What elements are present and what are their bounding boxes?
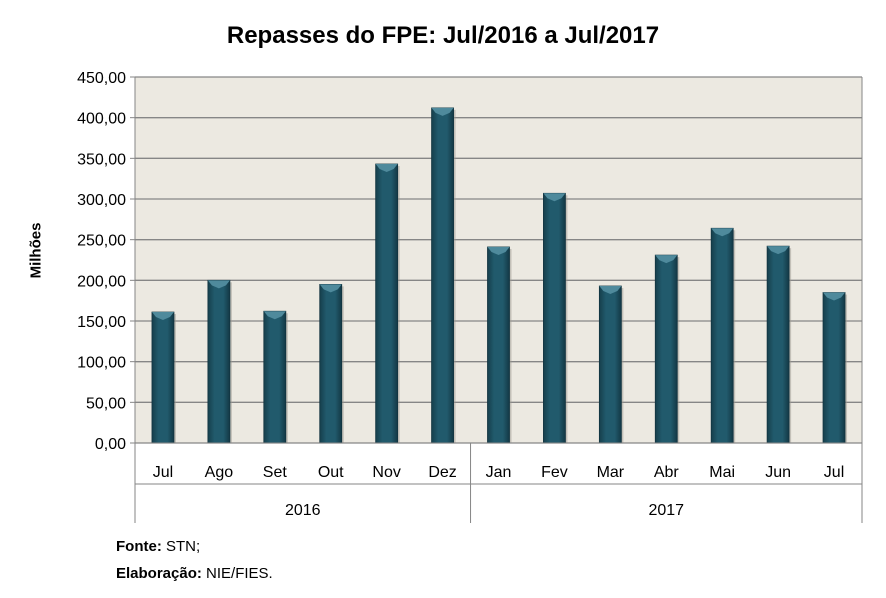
bar-bevel (655, 255, 678, 264)
bar-bevel (711, 228, 734, 237)
bar-bevel (319, 284, 342, 293)
y-tick-label: 50,00 (86, 395, 126, 412)
bar (487, 246, 510, 444)
bar (431, 107, 454, 444)
y-tick-label: 250,00 (77, 233, 126, 250)
elaboration-label: Elaboração: (116, 565, 202, 582)
year-group-label: 2016 (285, 502, 321, 519)
source-label: Fonte: (116, 538, 162, 555)
y-tick-label: 200,00 (77, 273, 126, 290)
year-group-label: 2017 (648, 502, 684, 519)
bar-bevel (431, 107, 454, 116)
bar (822, 292, 846, 444)
x-tick-label: Ago (205, 464, 234, 481)
elaboration-value: NIE/FIES. (206, 565, 273, 582)
bar (598, 285, 622, 444)
y-tick-label: 450,00 (77, 70, 126, 87)
x-tick-label: Jul (153, 464, 173, 481)
bar (543, 192, 566, 444)
y-tick-label: 400,00 (77, 111, 126, 128)
bar (375, 163, 399, 444)
bar (151, 311, 175, 444)
x-tick-label: Jan (486, 464, 512, 481)
y-tick-label: 100,00 (77, 355, 126, 372)
x-tick-label: Set (263, 464, 288, 481)
bar (766, 245, 790, 444)
chart-title: Repasses do FPE: Jul/2016 a Jul/2017 (226, 22, 660, 49)
x-tick-label: Mar (597, 464, 625, 481)
bar-bevel (487, 246, 510, 255)
x-tick-label: Abr (654, 464, 680, 481)
bar-bevel (823, 292, 846, 301)
y-tick-label: 0,00 (95, 436, 126, 453)
x-tick-label: Nov (372, 464, 400, 481)
source-line: Fonte: STN; (116, 538, 200, 555)
bar-bevel (151, 312, 174, 321)
bar (263, 310, 287, 444)
source-value: STN; (166, 538, 201, 555)
x-tick-label: Jul (824, 464, 844, 481)
bar (207, 279, 231, 444)
x-tick-label: Dez (428, 464, 456, 481)
x-tick-label: Mai (709, 464, 735, 481)
bar (710, 227, 734, 444)
bar-bevel (375, 164, 398, 173)
bar-bevel (599, 286, 622, 295)
x-tick-label: Fev (541, 464, 568, 481)
bar (319, 283, 343, 444)
y-tick-label: 300,00 (77, 192, 126, 209)
elaboration-line: Elaboração: NIE/FIES. (116, 565, 273, 582)
x-tick-label: Jun (765, 464, 791, 481)
bar-bevel (207, 280, 230, 289)
bar-bevel (767, 246, 790, 255)
y-tick-label: 350,00 (77, 151, 126, 168)
x-tick-label: Out (318, 464, 344, 481)
bar-bevel (543, 193, 566, 202)
bar-bevel (263, 311, 286, 320)
bar (654, 254, 678, 444)
y-tick-label: 150,00 (77, 314, 126, 331)
